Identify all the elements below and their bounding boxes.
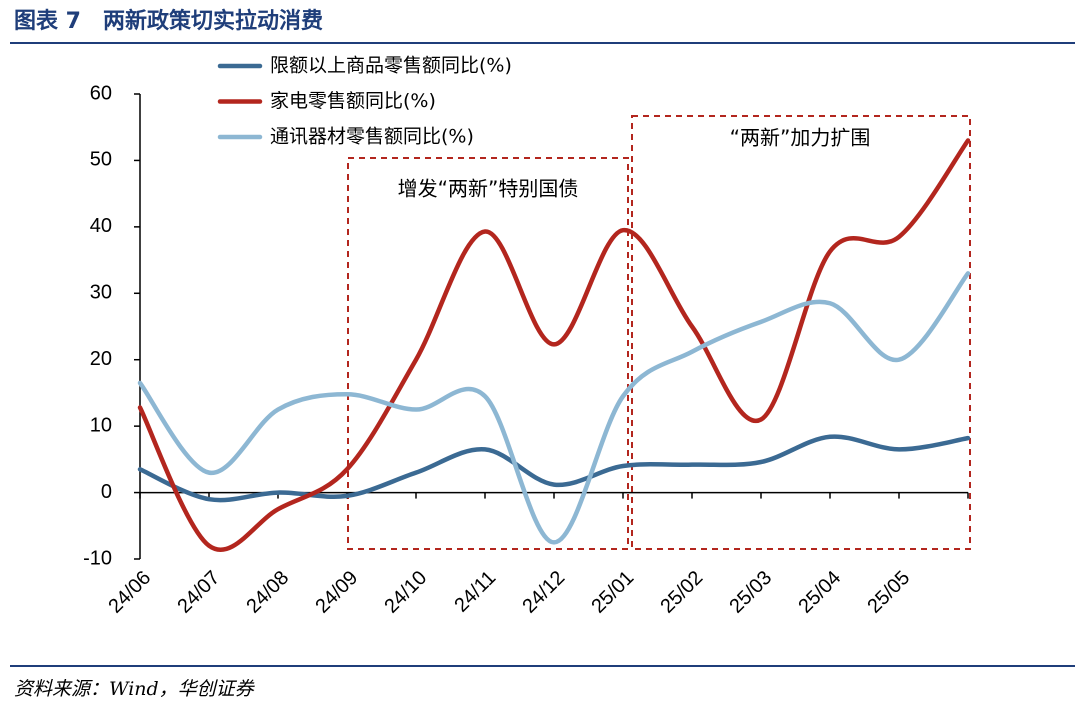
x-tick-label: 24/10 [380,567,431,618]
y-tick-label: 30 [90,282,112,304]
footer-source: 资料来源：Wind，华创证券 [14,678,256,700]
annotation-box [631,115,971,550]
y-tick-label: 0 [101,481,112,503]
x-tick-label: 24/12 [518,567,569,618]
x-tick-label: 24/08 [242,567,293,618]
header-title: 图表 7 两新政策切实拉动消费 [14,8,323,34]
x-tick-label: 24/09 [311,567,362,618]
x-tick-label: 24/06 [104,567,155,618]
y-tick-label: -10 [83,547,112,569]
y-tick-label: 20 [90,348,112,370]
series-line [137,271,971,545]
y-tick-label: 10 [90,414,112,436]
x-tick-label: 25/05 [863,567,914,618]
x-tick-label: 24/07 [173,567,224,618]
y-tick-label: 60 [90,82,112,104]
legend-label: 通讯器材零售额同比(%) [270,126,474,148]
legend-label: 限额以上商品零售额同比(%) [270,55,512,77]
series-line [137,138,971,552]
annotation: 增发“两新”特别国债 [398,177,579,201]
x-tick-label: 25/01 [587,567,638,618]
x-tick-label: 25/04 [794,567,845,618]
series-line [137,434,971,503]
x-tick-label: 24/11 [450,567,500,617]
x-tick-label: 25/03 [725,567,776,618]
x-tick-label: 25/02 [656,567,707,618]
y-tick-label: 40 [90,215,112,237]
legend-label: 家电零售额同比(%) [270,90,436,112]
y-tick-label: 50 [90,149,112,171]
annotation-box [347,157,629,550]
annotation: “两新”加力扩围 [730,126,871,150]
